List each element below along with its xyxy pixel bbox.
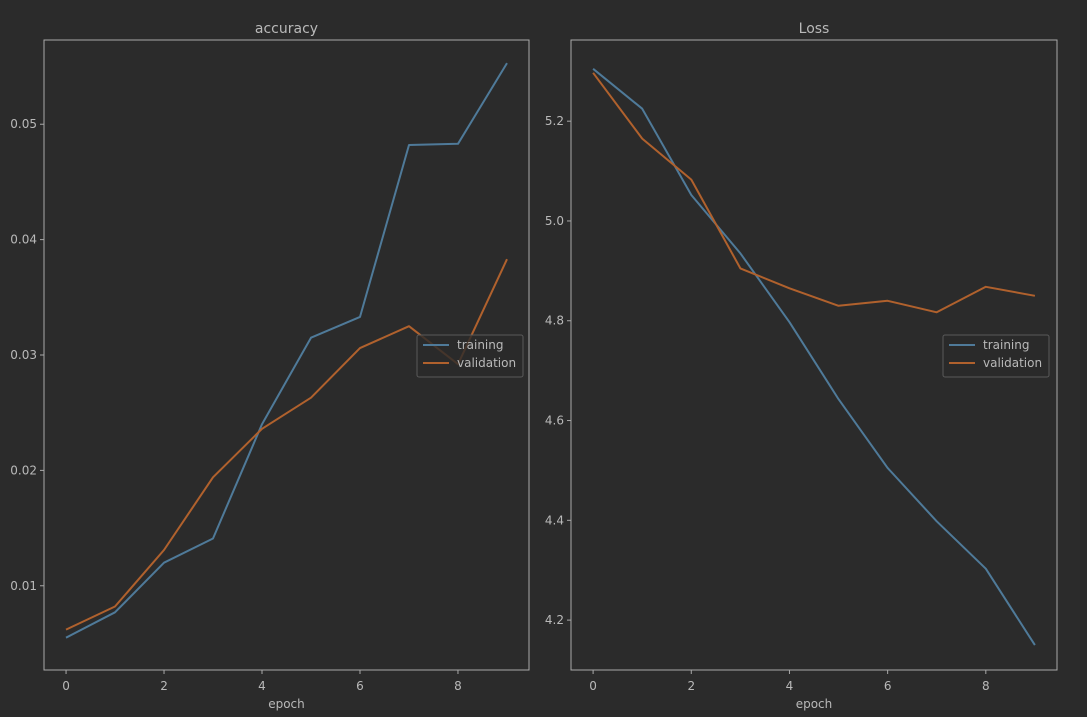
- x-axis-label: epoch: [268, 697, 305, 711]
- axes-frame: [570, 39, 1058, 671]
- legend: training validation: [416, 334, 524, 378]
- x-tick-label: 4: [258, 679, 266, 693]
- x-tick-label: 0: [62, 679, 70, 693]
- x-tick-label: 6: [884, 679, 892, 693]
- y-tick-label: 4.8: [545, 314, 564, 328]
- legend-label-training: training: [983, 338, 1030, 352]
- x-axis-label: epoch: [796, 697, 833, 711]
- legend-label-validation: validation: [457, 356, 516, 370]
- y-tick-label: 0.02: [10, 463, 37, 477]
- accuracy-plot: accuracy 0 2 4 6 8 0.01 0.02 0.03 0.04 0.05 epoch tr…: [10, 21, 530, 711]
- chart-title: Loss: [799, 21, 830, 37]
- series-line-training: [592, 68, 1036, 646]
- y-tick-label: 4.2: [545, 613, 564, 627]
- x-tick-label: 6: [356, 679, 364, 693]
- x-tick-label: 8: [982, 679, 990, 693]
- y-tick-label: 4.6: [545, 414, 564, 428]
- series-line-validation: [592, 72, 1036, 314]
- legend: training validation: [942, 334, 1050, 378]
- y-tick-label: 4.4: [545, 513, 564, 527]
- legend-label-validation: validation: [983, 356, 1042, 370]
- y-tick-label: 5.0: [545, 214, 564, 228]
- chart-title: accuracy: [255, 21, 318, 37]
- series-line-training: [65, 62, 508, 639]
- y-tick-label: 0.01: [10, 579, 37, 593]
- loss-plot: Loss 0 2 4 6 8 4.2 4.4 4.6 4.8 5.0 5.2 epoch training…: [545, 21, 1058, 711]
- x-tick-label: 2: [160, 679, 168, 693]
- y-tick-label: 5.2: [545, 114, 564, 128]
- series-line-validation: [65, 258, 508, 631]
- x-tick-label: 2: [687, 679, 695, 693]
- legend-label-training: training: [457, 338, 504, 352]
- y-tick-label: 0.05: [10, 117, 37, 131]
- y-tick-label: 0.03: [10, 348, 37, 362]
- y-tick-label: 0.04: [10, 233, 37, 247]
- x-tick-label: 8: [454, 679, 462, 693]
- x-tick-label: 0: [589, 679, 597, 693]
- x-tick-label: 4: [786, 679, 794, 693]
